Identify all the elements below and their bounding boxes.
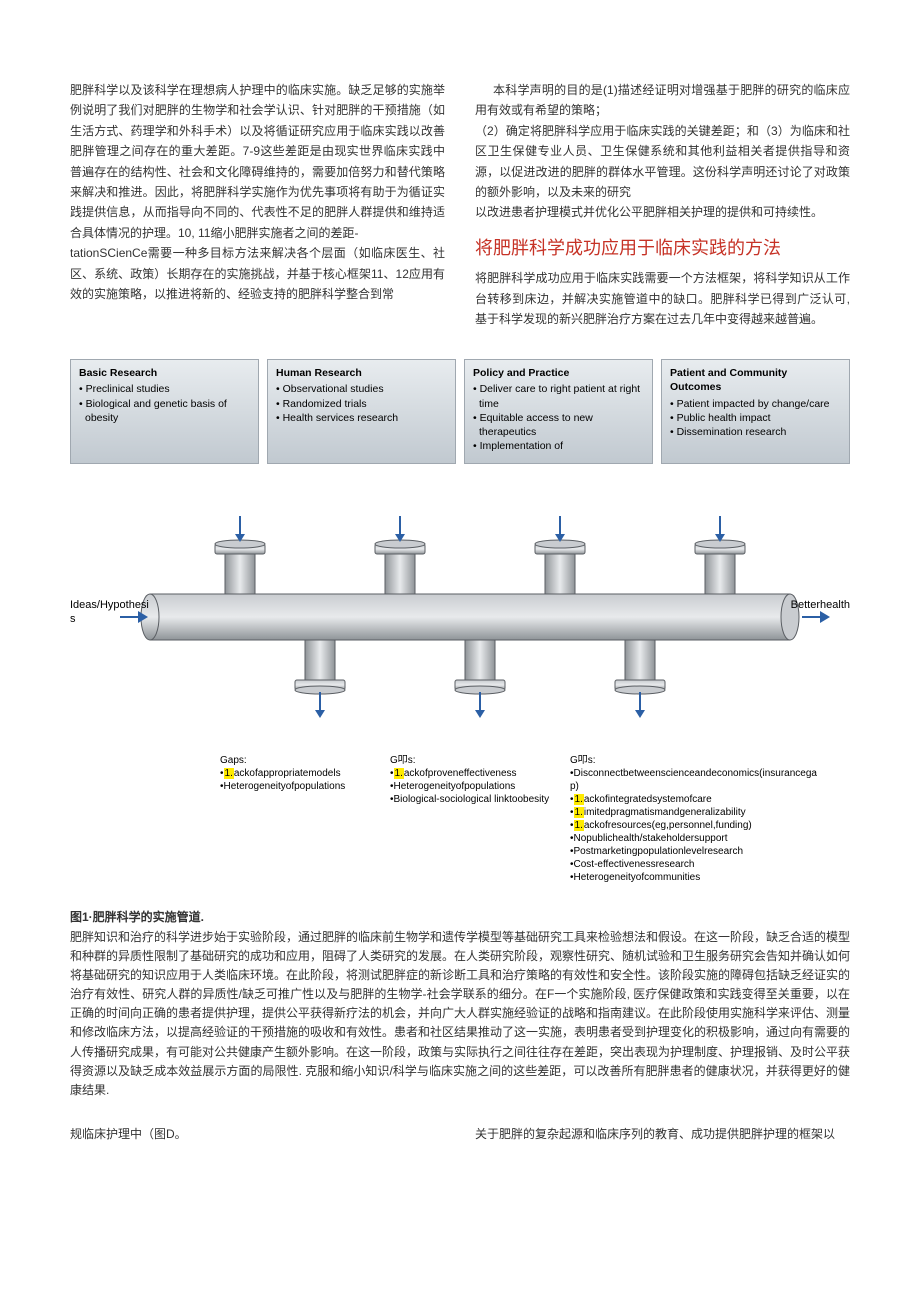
gaps-item: •Heterogeneityofpopulations (220, 780, 370, 793)
gaps-item: •Heterogeneityofcommunities (570, 871, 820, 884)
top-right-p2: （2）确定将肥胖科学应用于临床实践的关键差距；和（3）为临床和社区卫生保健专业人… (475, 121, 850, 203)
top-right-p1: 本科学声明的目的是(1)描述经证明对增强基于肥胖的研究的临床应用有效或有希望的策… (475, 80, 850, 121)
info-box-3: Patient and Community Outcomes Patient im… (661, 359, 850, 464)
gaps-title: G叩s: (390, 754, 550, 767)
info-box-item: Equitable access to new therapeutics (479, 411, 644, 439)
top-left-p1: 肥胖科学以及该科学在理想病人护理中的临床实施。缺乏足够的实施举例说明了我们对肥胖… (70, 80, 445, 243)
info-box-item: Dissemination research (676, 425, 841, 439)
top-left-p2: tationSCienCe需要一种多目标方法来解决各个层面（如临床医生、社区、系… (70, 243, 445, 304)
info-box-title: Policy and Practice (473, 366, 644, 380)
bottom-row: 规临床护理中（图D。 关于肥胖的复杂起源和临床序列的教育、成功提供肥胖护理的框架… (70, 1124, 850, 1144)
info-box-1: Human Research Observational studiesRando… (267, 359, 456, 464)
info-box-list: Patient impacted by change/carePublic he… (670, 397, 841, 440)
info-box-item: Implementation of (479, 439, 644, 453)
gaps-item: •Nopublichealth/stakeholdersupport (570, 832, 820, 845)
info-box-item: Biological and genetic basis of obesity (85, 397, 250, 425)
gaps-item: •1.ackofintegratedsystemofcare (570, 793, 820, 806)
gaps-title: G叩s: (570, 754, 820, 767)
info-box-item: Deliver care to right patient at right t… (479, 382, 644, 410)
info-box-list: Preclinical studiesBiological and geneti… (79, 382, 250, 425)
info-box-item: Public health impact (676, 411, 841, 425)
info-box-title: Basic Research (79, 366, 250, 380)
figure-caption-title: 图1·肥胖科学的实施管道. (70, 908, 850, 927)
top-left-column: 肥胖科学以及该科学在理想病人护理中的临床实施。缺乏足够的实施举例说明了我们对肥胖… (70, 80, 445, 329)
gaps-item: •Heterogeneityofpopulations (390, 780, 550, 793)
figure-caption-body: 肥胖知识和治疗的科学进步始于实验阶段，通过肥胖的临床前生物学和遗传学模型等基础研… (70, 928, 850, 1101)
gaps-item: •1.ackofproveneffectiveness (390, 767, 550, 780)
info-box-list: Observational studiesRandomized trialsHe… (276, 382, 447, 425)
pipeline-svg (70, 474, 850, 754)
info-box-item: Patient impacted by change/care (676, 397, 841, 411)
top-right-p3: 以改进患者护理模式并优化公平肥胖相关护理的提供和可持续性。 (475, 202, 850, 222)
info-box-title: Human Research (276, 366, 447, 380)
pipeline-diagram: Ideas/Hypothesis Betterhealth (70, 474, 850, 754)
gaps-item: •1.ackofappropriatemodels (220, 767, 370, 780)
gaps-row: Gaps:•1.ackofappropriatemodels•Heterogen… (70, 754, 850, 884)
bottom-left: 规临床护理中（图D。 (70, 1124, 445, 1144)
gaps-item: •Cost-effectivenessresearch (570, 858, 820, 871)
bottom-right: 关于肥胖的复杂起源和临床序列的教育、成功提供肥胖护理的框架以 (475, 1124, 850, 1144)
gaps-item: •Biological-sociological linktoobesity (390, 793, 550, 806)
top-text-columns: 肥胖科学以及该科学在理想病人护理中的临床实施。缺乏足够的实施举例说明了我们对肥胖… (70, 80, 850, 329)
gaps-item: •1.imitedpragmatismandgeneralizability (570, 806, 820, 819)
info-box-item: Observational studies (282, 382, 447, 396)
diagram-right-label: Betterhealth (770, 599, 850, 612)
gaps-item: •Disconnectbetweenscienceandeconomics(in… (570, 767, 820, 793)
diagram-left-label: Ideas/Hypothesis (70, 599, 150, 625)
gaps-item: •1.ackofresources(eg,personnel,funding) (570, 819, 820, 832)
info-box-0: Basic Research Preclinical studiesBiologi… (70, 359, 259, 464)
section-heading: 将肥胖科学成功应用于临床实践的方法 (475, 237, 850, 260)
gaps-col-3: G叩s:•Disconnectbetweenscienceandeconomic… (570, 754, 830, 884)
info-box-item: Randomized trials (282, 397, 447, 411)
gaps-title: Gaps: (220, 754, 370, 767)
info-box-2: Policy and Practice Deliver care to right… (464, 359, 653, 464)
info-box-title: Patient and Community Outcomes (670, 366, 841, 394)
info-box-item: Health services research (282, 411, 447, 425)
figure-caption: 图1·肥胖科学的实施管道. 肥胖知识和治疗的科学进步始于实验阶段，通过肥胖的临床… (70, 908, 850, 1100)
top-right-p4: 将肥胖科学成功应用于临床实践需要一个方法框架，将科学知识从工作台转移到床边，并解… (475, 268, 850, 329)
info-box-row: Basic Research Preclinical studiesBiologi… (70, 359, 850, 464)
top-right-column: 本科学声明的目的是(1)描述经证明对增强基于肥胖的研究的临床应用有效或有希望的策… (475, 80, 850, 329)
gaps-col-2: G叩s:•1.ackofproveneffectiveness•Heteroge… (390, 754, 560, 884)
info-box-item: Preclinical studies (85, 382, 250, 396)
gaps-item: •Postmarketingpopulationlevelresearch (570, 845, 820, 858)
gaps-col-1: Gaps:•1.ackofappropriatemodels•Heterogen… (220, 754, 380, 884)
info-box-list: Deliver care to right patient at right t… (473, 382, 644, 453)
